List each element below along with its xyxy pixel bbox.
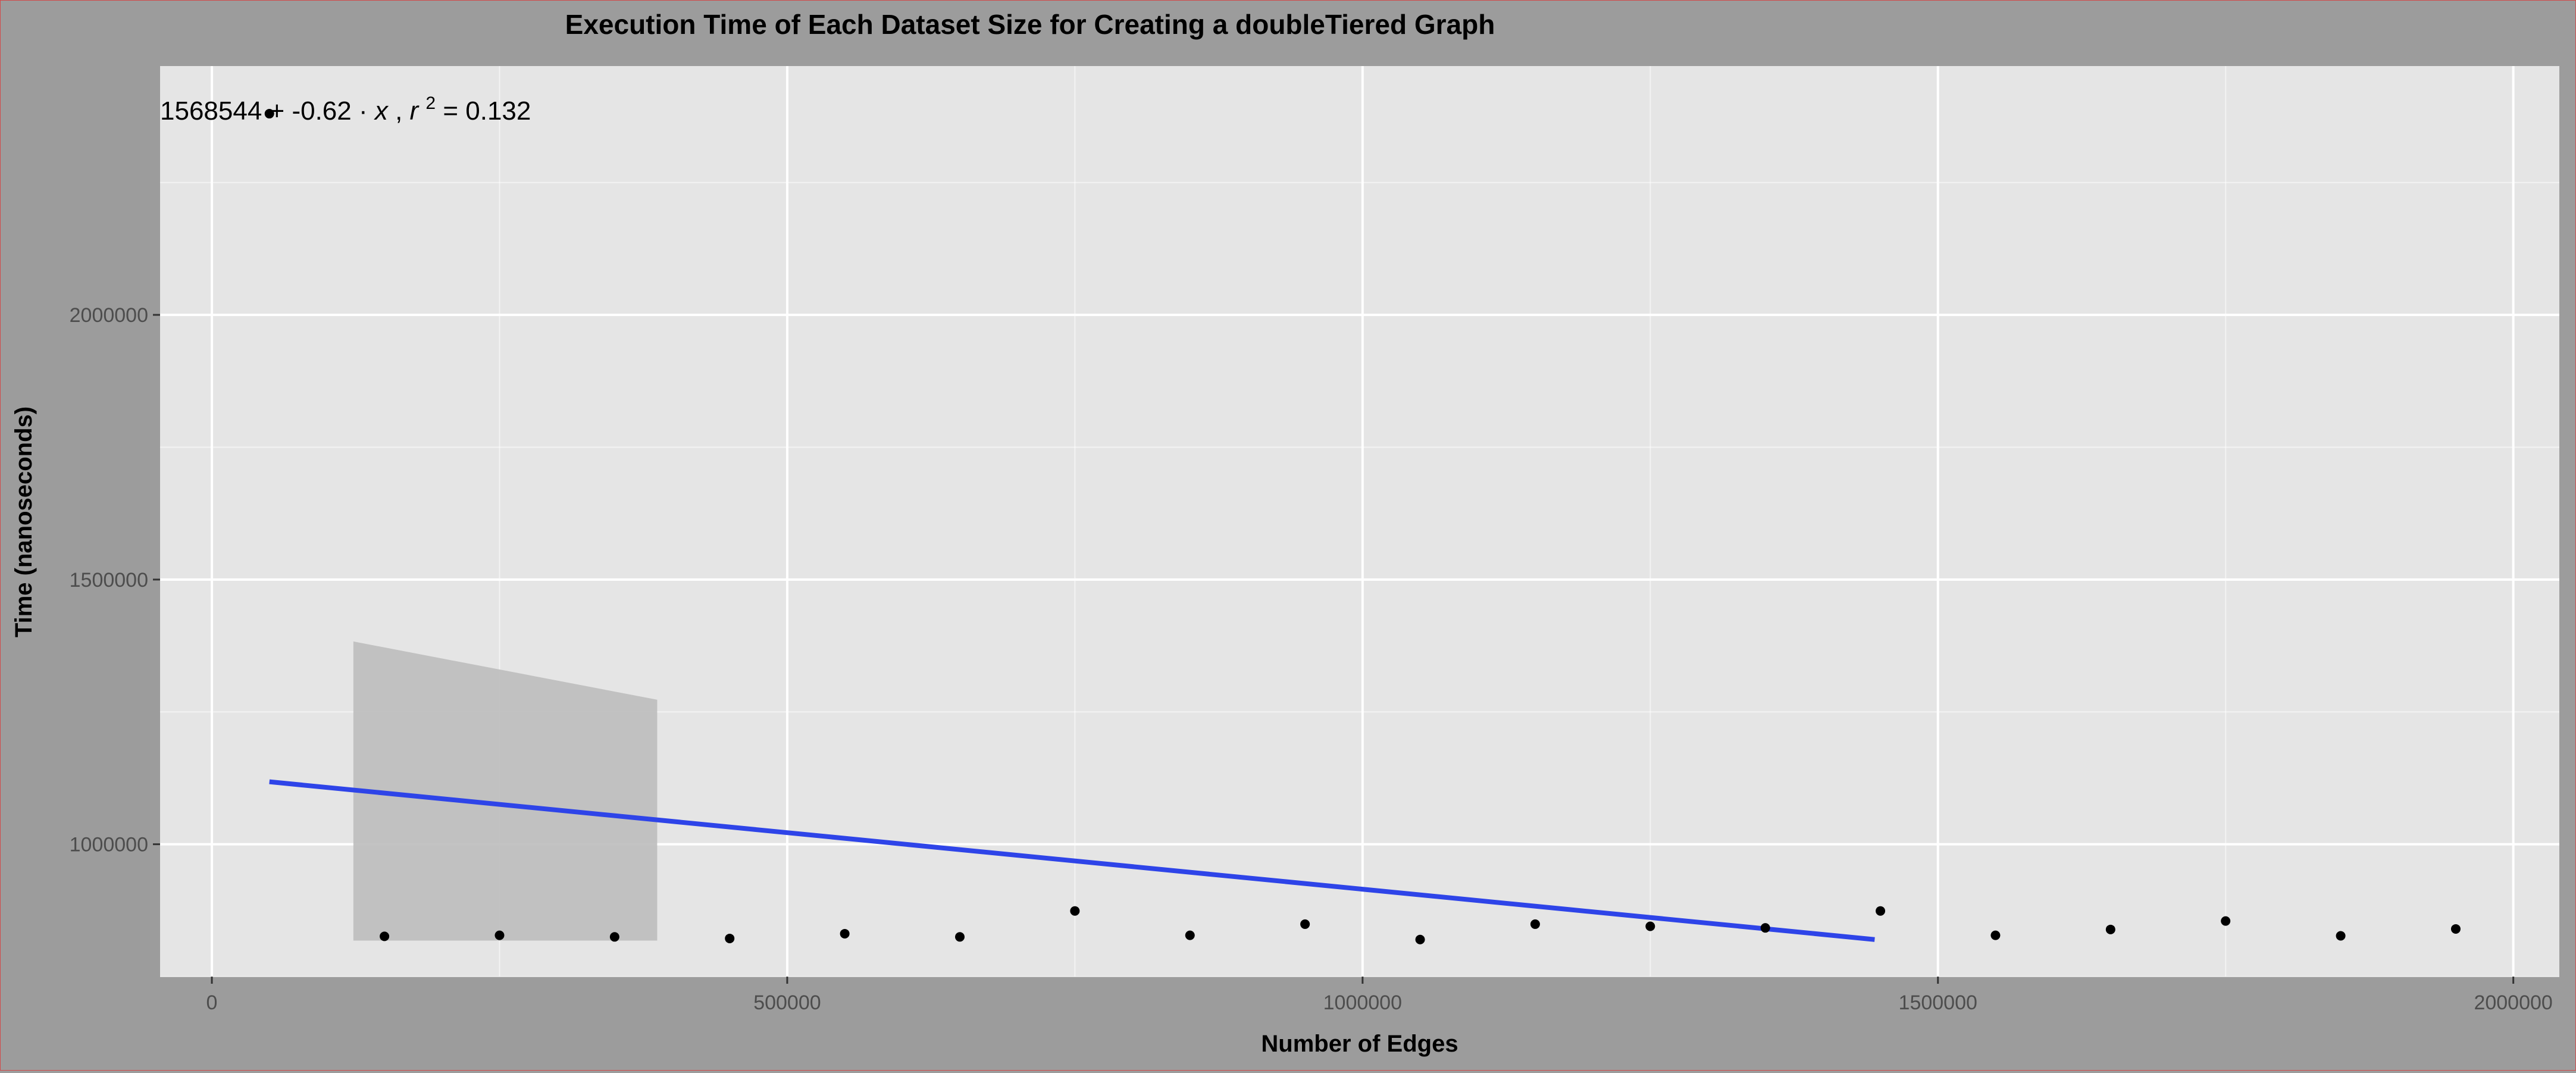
x-axis-ticks: 0 500000 1000000 1500000 2000000 bbox=[206, 977, 2553, 1014]
data-point bbox=[840, 928, 850, 939]
data-point bbox=[264, 109, 274, 119]
data-point bbox=[2450, 924, 2461, 934]
x-tick-label: 0 bbox=[206, 991, 218, 1014]
equation-superscript: 2 bbox=[425, 93, 436, 113]
y-axis-label: Time (nanoseconds) bbox=[11, 406, 37, 637]
chart-title: Execution Time of Each Dataset Size for … bbox=[565, 9, 1495, 40]
data-point bbox=[725, 933, 735, 943]
regression-equation: 1568544 + -0.62 · x , r 2 = 0.132 bbox=[160, 86, 531, 126]
data-point bbox=[1415, 934, 1425, 944]
data-point bbox=[1300, 919, 1310, 929]
equation-intercept: 1568544 bbox=[160, 96, 262, 126]
minor-grid bbox=[160, 66, 2559, 977]
x-tick-label: 1500000 bbox=[1899, 991, 1977, 1014]
equation-r2-value: = 0.132 bbox=[443, 96, 531, 126]
data-point bbox=[1530, 919, 1540, 929]
data-point bbox=[2336, 931, 2346, 941]
data-point bbox=[1990, 930, 2001, 940]
data-point bbox=[1185, 930, 1195, 940]
data-points bbox=[264, 109, 2461, 944]
data-point bbox=[1876, 906, 1886, 916]
x-tick-label: 500000 bbox=[753, 991, 821, 1014]
y-tick-label: 1000000 bbox=[70, 834, 148, 856]
equation-separator: , bbox=[395, 96, 409, 126]
y-tick-label: 1500000 bbox=[70, 569, 148, 592]
equation-slope-term: + -0.62 · bbox=[270, 96, 375, 126]
data-point bbox=[1760, 923, 1770, 933]
data-point bbox=[1070, 906, 1080, 916]
data-point bbox=[1645, 921, 1655, 931]
x-axis-label: Number of Edges bbox=[1261, 1031, 1458, 1057]
y-tick-label: 2000000 bbox=[70, 304, 148, 327]
x-tick-label: 2000000 bbox=[2474, 991, 2552, 1014]
regression-line bbox=[269, 779, 1875, 942]
equation-r-symbol: r bbox=[410, 96, 420, 126]
data-point bbox=[2105, 924, 2115, 934]
data-point bbox=[609, 932, 619, 942]
equation-variable: x bbox=[374, 96, 389, 126]
data-point bbox=[955, 932, 965, 942]
x-tick-label: 1000000 bbox=[1323, 991, 1402, 1014]
data-point bbox=[494, 930, 505, 940]
confidence-band bbox=[353, 641, 658, 941]
y-axis-ticks: 1000000 1500000 2000000 bbox=[70, 304, 160, 856]
data-point bbox=[380, 931, 390, 941]
data-point bbox=[2221, 916, 2231, 926]
